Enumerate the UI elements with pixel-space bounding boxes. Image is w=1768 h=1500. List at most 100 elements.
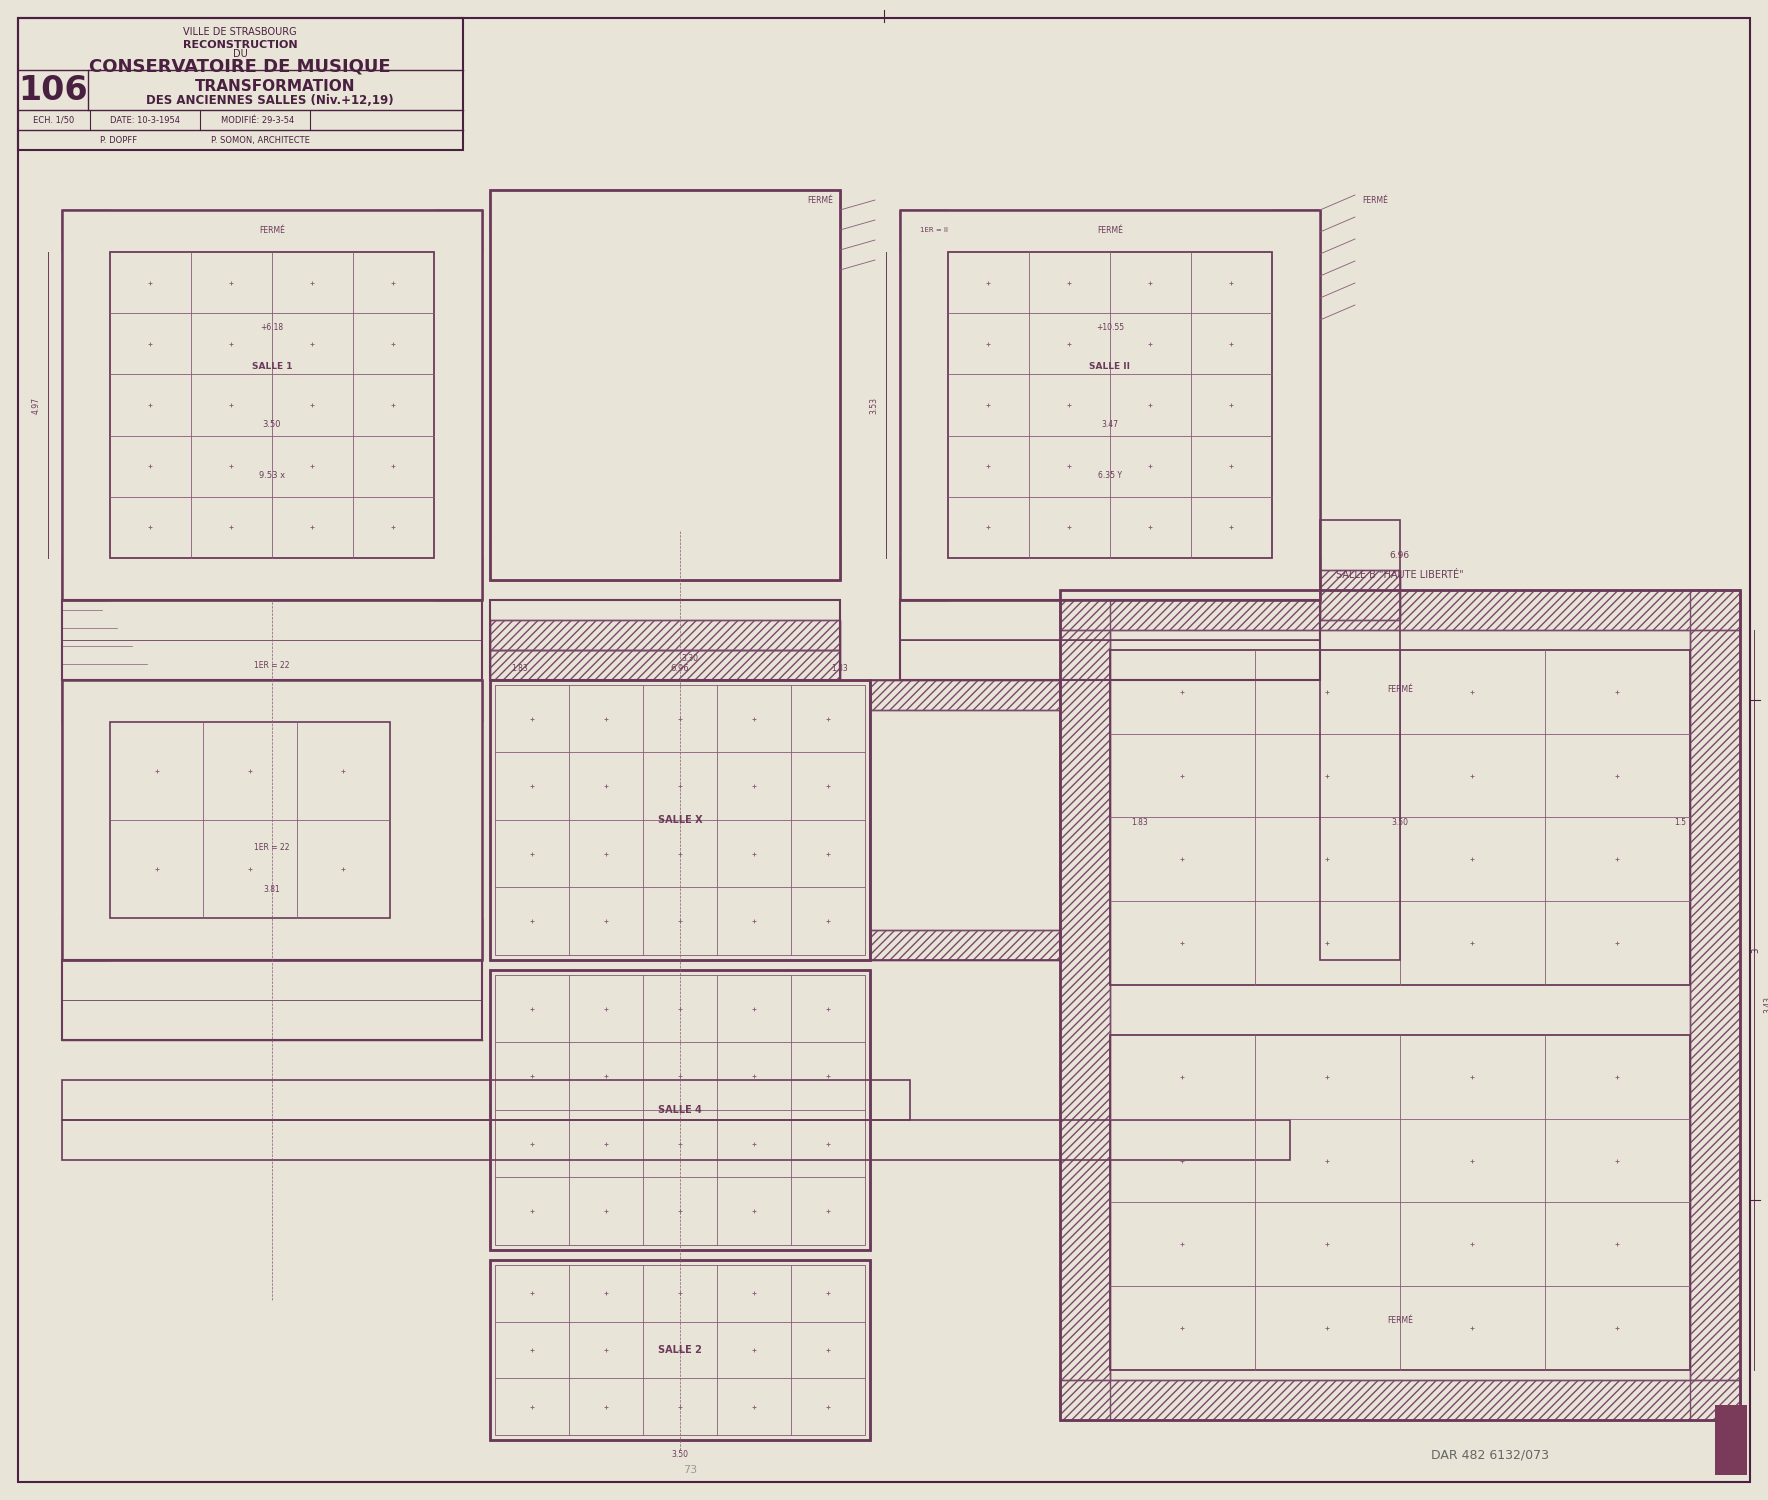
Bar: [1110, 650, 1690, 986]
Bar: [1061, 590, 1740, 630]
Text: FERMÉ: FERMÉ: [260, 225, 285, 234]
Bar: [490, 970, 870, 1250]
Bar: [62, 210, 110, 600]
Bar: [62, 1120, 1291, 1160]
Bar: [1321, 570, 1400, 620]
Text: FERMÉ: FERMÉ: [1096, 225, 1123, 234]
Bar: [18, 18, 463, 150]
Bar: [900, 600, 1321, 680]
Text: P. SOMON, ARCHITECTE: P. SOMON, ARCHITECTE: [210, 135, 309, 144]
Bar: [110, 252, 433, 558]
Bar: [62, 210, 110, 600]
Text: 3.50: 3.50: [1391, 818, 1409, 827]
Text: 3.50: 3.50: [263, 420, 281, 429]
Bar: [1061, 590, 1110, 1420]
Text: ECH. 1/50: ECH. 1/50: [34, 116, 74, 124]
Bar: [900, 640, 1321, 680]
Bar: [62, 558, 483, 600]
Bar: [900, 558, 1321, 600]
Bar: [62, 918, 483, 960]
Text: 6.96: 6.96: [1390, 550, 1411, 560]
Bar: [62, 680, 483, 722]
Bar: [490, 650, 840, 680]
Bar: [490, 190, 840, 580]
Text: DATE: 10-3-1954: DATE: 10-3-1954: [110, 116, 180, 124]
Text: SALLE 1: SALLE 1: [251, 362, 292, 370]
Bar: [490, 680, 870, 960]
Bar: [900, 210, 1321, 600]
Text: 1ER = II: 1ER = II: [919, 226, 948, 232]
Bar: [62, 600, 483, 680]
Bar: [490, 1260, 870, 1440]
Text: CONSERVATOIRE DE MUSIQUE: CONSERVATOIRE DE MUSIQUE: [88, 57, 391, 75]
Text: RECONSTRUCTION: RECONSTRUCTION: [182, 40, 297, 50]
Text: 4.97: 4.97: [32, 396, 41, 414]
Text: 1.5: 1.5: [1674, 818, 1687, 827]
Text: DES ANCIENNES SALLES (Niv.+12,19): DES ANCIENNES SALLES (Niv.+12,19): [147, 93, 394, 106]
Bar: [948, 252, 1271, 558]
Bar: [900, 210, 1321, 252]
Text: 3.81: 3.81: [263, 885, 281, 894]
Bar: [62, 558, 483, 600]
Text: SALLE X: SALLE X: [658, 815, 702, 825]
Bar: [490, 190, 840, 580]
Text: 3.30: 3.30: [681, 654, 698, 663]
Bar: [870, 680, 1061, 710]
Text: 1.83: 1.83: [511, 663, 529, 672]
Text: 1.83: 1.83: [1132, 818, 1149, 827]
Bar: [1061, 590, 1740, 1420]
Bar: [1110, 1035, 1690, 1370]
Bar: [490, 190, 840, 232]
Bar: [900, 210, 1321, 600]
Bar: [495, 1264, 865, 1436]
Bar: [1061, 1380, 1740, 1420]
Bar: [62, 680, 110, 960]
Text: 6.35 Y: 6.35 Y: [1098, 471, 1123, 480]
Bar: [62, 918, 483, 960]
Bar: [490, 1260, 870, 1440]
Text: FERMÉ: FERMÉ: [1388, 1316, 1413, 1324]
Bar: [495, 686, 865, 956]
Bar: [900, 210, 1321, 252]
Bar: [1061, 590, 1110, 1420]
Text: TRANSFORMATION: TRANSFORMATION: [194, 78, 355, 93]
Text: 1ER = 22: 1ER = 22: [255, 843, 290, 852]
Text: 6.96: 6.96: [670, 663, 690, 672]
Text: SALLE 2: SALLE 2: [658, 1346, 702, 1354]
Bar: [62, 680, 110, 960]
Bar: [62, 680, 483, 960]
Text: P. DOPFF: P. DOPFF: [101, 135, 138, 144]
Bar: [870, 930, 1061, 960]
Bar: [1690, 590, 1740, 1420]
Bar: [1271, 210, 1321, 600]
Bar: [1061, 590, 1740, 630]
Bar: [490, 538, 840, 580]
Text: VILLE DE STRASBOURG: VILLE DE STRASBOURG: [184, 27, 297, 38]
Bar: [490, 538, 840, 580]
Bar: [433, 210, 483, 600]
Bar: [490, 190, 840, 232]
Bar: [62, 1080, 911, 1120]
Bar: [900, 210, 948, 600]
Bar: [490, 620, 840, 650]
Text: 3.53: 3.53: [870, 396, 879, 414]
Text: DU: DU: [233, 50, 248, 58]
Bar: [1061, 1380, 1740, 1420]
Bar: [490, 680, 870, 960]
Bar: [62, 210, 483, 252]
Text: 106: 106: [18, 74, 88, 106]
Bar: [1690, 590, 1740, 1420]
Text: 1.83: 1.83: [831, 663, 849, 672]
Bar: [1321, 520, 1400, 960]
Bar: [870, 930, 1061, 960]
Text: FERMÉ: FERMÉ: [1361, 195, 1388, 204]
Text: 3.47: 3.47: [1101, 420, 1119, 429]
Bar: [1321, 570, 1400, 620]
Bar: [870, 680, 1061, 960]
Text: SALLE 4: SALLE 4: [658, 1106, 702, 1114]
Text: 3: 3: [1752, 948, 1761, 952]
Text: 3.43: 3.43: [1763, 996, 1768, 1014]
Bar: [495, 975, 865, 1245]
Text: 3.50: 3.50: [672, 1450, 688, 1460]
Text: MODIFIÉ: 29-3-54: MODIFIÉ: 29-3-54: [221, 116, 295, 124]
